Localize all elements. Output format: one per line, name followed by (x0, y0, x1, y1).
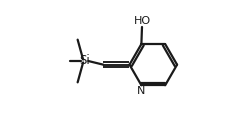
Text: Si: Si (79, 55, 90, 67)
Text: N: N (137, 86, 146, 96)
Text: HO: HO (133, 16, 151, 26)
